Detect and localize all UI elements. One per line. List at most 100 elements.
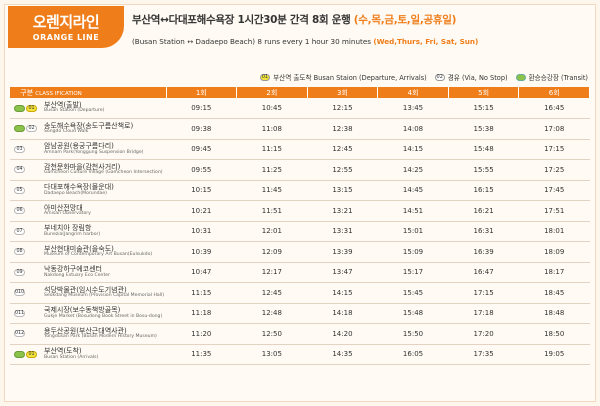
- header-classification: 구분 CLASS IFICATION: [10, 87, 167, 98]
- departure-time-cell: 19:05: [518, 344, 590, 365]
- legend-item-departure: 01 부산역 출도착 Busan Staion (Departure, Arri…: [260, 72, 427, 82]
- stop-name: 부산현대미술관(을숙도) Museum of Contemporary Art B…: [42, 241, 166, 263]
- header-run: 3회: [307, 87, 379, 98]
- stop-number-badge: 07: [14, 227, 25, 235]
- departure-time-cell: 18:17: [518, 262, 590, 283]
- departure-time-cell: 18:09: [518, 241, 590, 263]
- title-main: 부산역↔다대포해수욕장 1시간30분 간격 8회 운행: [132, 14, 351, 26]
- page-title: 부산역↔다대포해수욕장 1시간30분 간격 8회 운행 (수,목,금,토,일,공…: [132, 12, 456, 27]
- departure-time-cell: 11:18: [166, 303, 237, 324]
- stop-name-kr: 부산현대미술관(을숙도): [44, 244, 114, 253]
- departure-time-cell: 14:15: [377, 139, 449, 160]
- stop-name-en: Bunezia(Jangrim harbor): [44, 231, 101, 237]
- departure-time-cell: 17:08: [518, 118, 590, 140]
- header-classification-kr: 구분: [20, 87, 34, 97]
- stop-number-badge: 09: [14, 268, 25, 276]
- stop-name-kr: 석당박물관(임시수도기념관): [44, 285, 127, 294]
- stop-name: 감천문화마을(감천사거리) Gamcheon Culture Village (G…: [42, 159, 166, 181]
- departure-time-cell: 17:25: [518, 159, 590, 181]
- departure-time-cell: 17:51: [518, 200, 590, 222]
- stop-number-badge: 04: [14, 166, 25, 174]
- departure-time-cell: 17:15: [448, 282, 519, 304]
- departure-time-cell: 10:15: [166, 180, 237, 201]
- stop-name-en: Yongdusan Park (Busan Modern History Mus…: [44, 334, 157, 340]
- stop-markers: 09: [10, 262, 42, 283]
- table-row: 01 부산역(도착) Busan Station (Arrivals) 11:35 13…: [10, 344, 590, 365]
- departure-time-cell: 14:25: [377, 159, 449, 181]
- departure-time-cell: 10:21: [166, 200, 237, 222]
- departure-time-cell: 14:08: [377, 118, 449, 140]
- departure-time-cell: 10:47: [166, 262, 237, 283]
- stop-name-en: Gamcheon Culture Village (Gamcheon Inter…: [44, 170, 163, 176]
- legend-item-via: 02 경유 (Via, No Stop): [434, 72, 508, 82]
- table-row: 07 부네치아 장림항 Bunezia(Jangrim harbor) 10:31 12…: [10, 221, 590, 242]
- header-classification-en: CLASS IFICATION: [35, 90, 82, 97]
- table-row: 02 송도해수욕장(송도구름산책로) Songdo Cloud Walk 09:38 1…: [10, 118, 590, 140]
- legend-text: 경유 (Via, No Stop): [447, 74, 508, 82]
- stop-number-badge: 03: [14, 145, 25, 153]
- departure-time-cell: 16:21: [448, 200, 519, 222]
- stop-name-kr: 아미산전망대: [44, 203, 83, 212]
- departure-time-cell: 12:50: [236, 323, 308, 345]
- departure-marker-icon: 01: [260, 73, 271, 81]
- departure-time-cell: 09:15: [166, 98, 237, 119]
- table-row: 05 다대포해수욕장(몰운대) Dadaepo Beach(Morundae) 10:…: [10, 180, 590, 201]
- table-row: 03 암남공원(용궁구름다리) Amnam Park(Yonggung Suspen…: [10, 139, 590, 160]
- departure-time-cell: 17:18: [448, 303, 519, 324]
- departure-time-cell: 15:55: [448, 159, 519, 181]
- departure-time-cell: 14:20: [307, 323, 378, 345]
- subtitle-main: (Busan Station ↔ Dadaepo Beach) 8 runs e…: [132, 37, 372, 46]
- stop-name-en: Busan Station (Arrivals): [44, 354, 99, 360]
- table-row: 09 낙동강하구에코센터 Nakdong Estuary Eco Center 10:…: [10, 262, 590, 283]
- stop-number-badge: 01: [26, 104, 37, 112]
- stop-name: 석당박물관(임시수도기념관) Seokdang Museum (Provision…: [42, 282, 166, 304]
- stop-name: 아미산전망대 Amisan Observatory: [42, 200, 166, 222]
- table-row: 06 아미산전망대 Amisan Observatory 10:21 11:51 13:2…: [10, 200, 590, 222]
- stop-name-kr: 송도해수욕장(송도구름산책로): [44, 121, 134, 130]
- stop-markers: 012: [10, 323, 42, 345]
- header-run: 4회: [377, 87, 449, 98]
- departure-time-cell: 17:35: [448, 344, 519, 365]
- departure-time-cell: 16:31: [448, 221, 519, 242]
- table-header-row: 구분 CLASS IFICATION 1회 2회 3회 4회 5회 6회: [10, 87, 590, 98]
- departure-time-cell: 14:51: [377, 200, 449, 222]
- stop-number-badge: 01: [26, 350, 37, 358]
- stop-name-kr: 부네치아 장림항: [44, 224, 92, 233]
- departure-time-cell: 12:01: [236, 221, 308, 242]
- table-row: 012 용두산공원(부산근대역사관) Yongdusan Park (Busan M…: [10, 323, 590, 345]
- departure-time-cell: 11:20: [166, 323, 237, 345]
- departure-time-cell: 11:25: [236, 159, 308, 181]
- stop-markers: 01: [10, 344, 42, 365]
- departure-time-cell: 11:51: [236, 200, 308, 222]
- stop-name-kr: 다대포해수욕장(몰운대): [44, 183, 114, 192]
- departure-time-cell: 12:17: [236, 262, 308, 283]
- stop-number-badge: 012: [14, 330, 25, 338]
- departure-time-cell: 12:55: [307, 159, 378, 181]
- table-row: 01 부산역(출발) Busan Station (Departure) 09:15 1…: [10, 98, 590, 119]
- stop-markers: 04: [10, 159, 42, 181]
- departure-time-cell: 11:35: [166, 344, 237, 365]
- departure-time-cell: 11:45: [236, 180, 308, 201]
- stop-name-kr: 국제시장(보수동책방골목): [44, 306, 121, 315]
- timetable-body: 01 부산역(출발) Busan Station (Departure) 09:15 1…: [10, 98, 590, 365]
- departure-time-cell: 11:15: [236, 139, 308, 160]
- departure-time-cell: 18:48: [518, 303, 590, 324]
- header-run: 2회: [236, 87, 308, 98]
- table-row: 08 부산현대미술관(을숙도) Museum of Contemporary Art…: [10, 241, 590, 263]
- stop-name-en: Gukje Market (Bosudong Book Street in Bo…: [44, 313, 163, 319]
- departure-time-cell: 15:38: [448, 118, 519, 140]
- stop-name-en: Busan Station (Departure): [44, 108, 105, 114]
- stop-number-badge: 08: [14, 248, 25, 256]
- transit-marker-icon: [515, 73, 526, 81]
- departure-time-cell: 15:17: [377, 262, 449, 283]
- via-marker-icon: 02: [434, 73, 445, 81]
- stop-markers: 07: [10, 221, 42, 242]
- departure-time-cell: 14:15: [307, 282, 378, 304]
- stop-name-kr: 용두산공원(부산근대역사관): [44, 326, 127, 335]
- stop-markers: 03: [10, 139, 42, 160]
- legend-item-transit: 환승승강장 (Transit): [515, 72, 588, 82]
- departure-time-cell: 15:45: [377, 282, 449, 304]
- departure-time-cell: 13:39: [307, 241, 378, 263]
- stop-name: 암남공원(용궁구름다리) Amnam Park(Yonggung Suspensi…: [42, 139, 166, 160]
- departure-time-cell: 18:50: [518, 323, 590, 345]
